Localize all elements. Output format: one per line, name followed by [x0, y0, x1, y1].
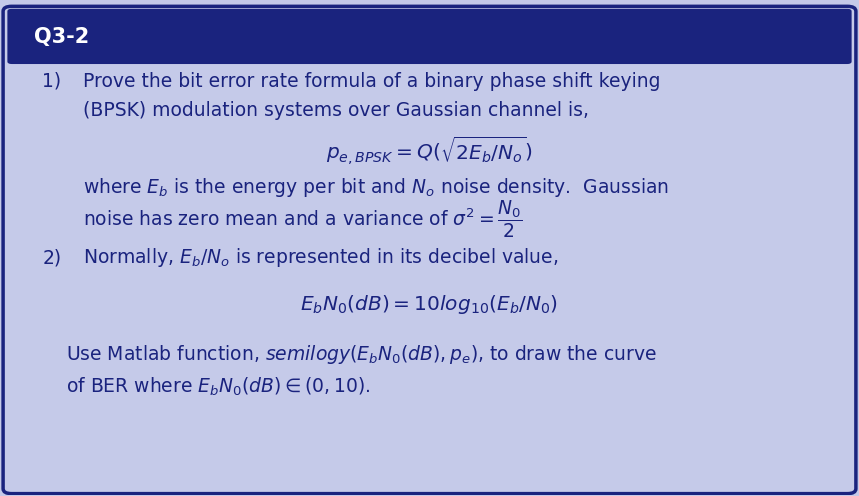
Text: 1): 1) [42, 72, 62, 91]
Text: of BER where $E_bN_0(dB) \in (0, 10)$.: of BER where $E_bN_0(dB) \in (0, 10)$. [65, 376, 370, 398]
Text: noise has zero mean and a variance of $\sigma^2 = \dfrac{N_0}{2}$: noise has zero mean and a variance of $\… [82, 199, 522, 240]
Text: Q3-2: Q3-2 [34, 27, 89, 47]
FancyBboxPatch shape [8, 9, 851, 64]
Text: 2): 2) [42, 248, 62, 267]
FancyBboxPatch shape [3, 6, 856, 494]
Text: where $E_b$ is the energy per bit and $N_o$ noise density.  Gaussian: where $E_b$ is the energy per bit and $N… [82, 176, 669, 199]
Text: (BPSK) modulation systems over Gaussian channel is,: (BPSK) modulation systems over Gaussian … [82, 101, 588, 121]
Text: $p_{e,BPSK} = Q(\sqrt{2E_b/N_o})$: $p_{e,BPSK} = Q(\sqrt{2E_b/N_o})$ [326, 134, 533, 167]
Text: $E_bN_0(dB) = 10log_{10}(E_b/N_0)$: $E_bN_0(dB) = 10log_{10}(E_b/N_0)$ [301, 293, 558, 316]
Text: Normally, $E_b/N_o$ is represented in its decibel value,: Normally, $E_b/N_o$ is represented in it… [82, 247, 558, 269]
Text: Prove the bit error rate formula of a binary phase shift keying: Prove the bit error rate formula of a bi… [82, 72, 661, 91]
Text: Use Matlab function, $\mathit{semilogy(E_bN_0(dB), p_e)}$, to draw the curve: Use Matlab function, $\mathit{semilogy(E… [65, 343, 656, 366]
